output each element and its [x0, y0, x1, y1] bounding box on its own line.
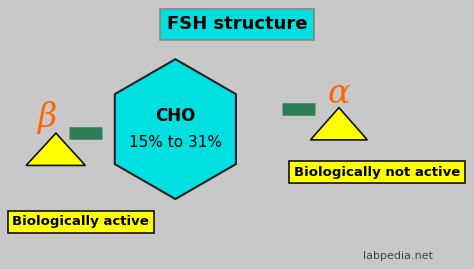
- Text: α: α: [328, 78, 350, 110]
- Polygon shape: [310, 108, 367, 140]
- Polygon shape: [115, 59, 236, 199]
- Text: β: β: [37, 101, 56, 133]
- Text: CHO: CHO: [155, 107, 196, 125]
- Text: Biologically not active: Biologically not active: [294, 166, 460, 179]
- Text: Biologically active: Biologically active: [12, 215, 149, 228]
- Text: 15% to 31%: 15% to 31%: [129, 135, 222, 150]
- Text: FSH structure: FSH structure: [167, 15, 307, 33]
- Text: labpedia.net: labpedia.net: [363, 250, 433, 261]
- Polygon shape: [26, 133, 85, 165]
